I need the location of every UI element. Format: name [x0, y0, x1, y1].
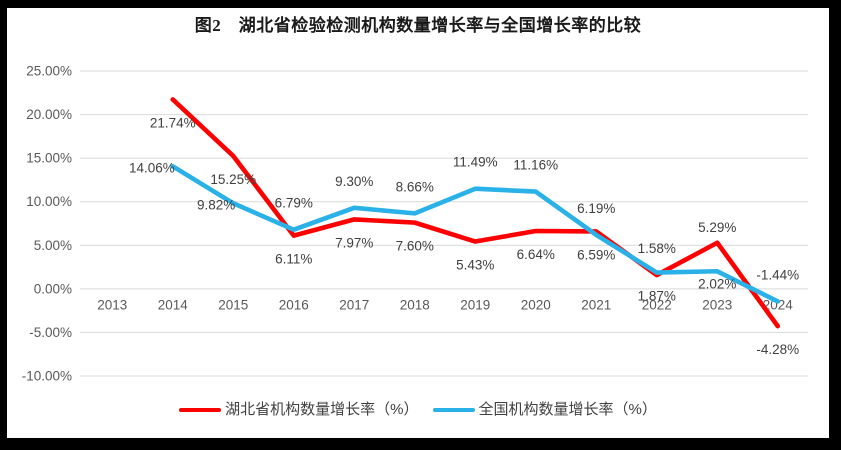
data-label-series1-2019: 11.49% — [453, 155, 498, 170]
data-label-series1-2022: 1.87% — [638, 289, 676, 304]
data-label-series1-2023: 2.02% — [698, 276, 736, 291]
data-label-series1-2018: 8.66% — [396, 179, 434, 194]
y-tick-label: 25.00% — [26, 64, 72, 79]
data-label-series1-2016: 6.79% — [275, 196, 313, 211]
data-label-series1-2014: 14.06% — [129, 160, 175, 175]
chart-title: 图2 湖北省检验检测机构数量增长率与全国增长率的比较 — [194, 16, 642, 35]
data-label-series1-2017: 9.30% — [335, 174, 373, 189]
data-label-series0-2024: -4.28% — [756, 342, 799, 357]
chart-svg: 25.00% 20.00% 15.00% 10.00% 5.00% 0.00% -5.00%… — [22, 64, 808, 384]
x-tick-label: 2017 — [339, 298, 369, 313]
data-label-series1-2015: 9.82% — [197, 197, 235, 212]
data-label-series0-2015: 15.25% — [210, 172, 256, 187]
y-tick-label: 10.00% — [26, 194, 72, 209]
legend-item-hubei: 湖北省机构数量增长率（%） — [179, 400, 419, 420]
data-label-series1-2024: -1.44% — [756, 267, 799, 282]
x-tick-label: 2016 — [279, 298, 309, 313]
data-label-series0-2022: 1.58% — [638, 241, 676, 256]
legend-swatch-hubei-line — [179, 407, 222, 413]
x-tick-label: 2013 — [97, 298, 127, 313]
legend-item-national: 全国机构数量增长率（%） — [432, 400, 657, 420]
data-label-series1-2021: 6.19% — [577, 201, 615, 216]
data-label-series0-2014: 21.74% — [150, 115, 196, 130]
x-tick-label: 2022 — [642, 298, 672, 313]
x-tick-label: 2023 — [702, 298, 732, 313]
legend-swatch-national-line — [432, 407, 475, 413]
data-label-series0-2021: 6.59% — [577, 247, 615, 262]
data-label-series0-2017: 7.97% — [335, 235, 373, 250]
x-tick-label: 2024 — [763, 298, 794, 313]
data-label-series0-2018: 7.60% — [396, 239, 434, 254]
x-tick-label: 2021 — [581, 298, 611, 313]
x-tick-label: 2020 — [521, 298, 551, 313]
y-tick-label: 0.00% — [34, 281, 72, 296]
y-tick-label: -5.00% — [29, 325, 72, 340]
x-tick-label: 2019 — [460, 298, 490, 313]
y-tick-label: 15.00% — [26, 151, 72, 166]
series-line-1 — [170, 164, 781, 304]
data-label-series1-2020: 11.16% — [513, 158, 558, 173]
data-label-series0-2019: 5.43% — [456, 258, 494, 273]
x-tick-label: 2018 — [400, 298, 430, 313]
y-tick-label: 20.00% — [26, 107, 72, 122]
series-line-0 — [170, 97, 781, 329]
x-tick-label: 2015 — [218, 298, 248, 313]
legend-label-hubei: 湖北省机构数量增长率（%） — [225, 401, 419, 418]
data-label-series0-2016: 6.11% — [275, 252, 312, 267]
y-tick-label: 5.00% — [34, 238, 72, 253]
legend-label-national: 全国机构数量增长率（%） — [478, 401, 657, 418]
x-tick-label: 2014 — [158, 298, 189, 313]
data-label-series0-2023: 5.29% — [698, 220, 736, 235]
y-tick-label: -10.00% — [22, 369, 72, 384]
legend: 湖北省机构数量增长率（%） 全国机构数量增长率（%） — [7, 400, 829, 420]
data-label-series0-2020: 6.64% — [517, 247, 555, 262]
